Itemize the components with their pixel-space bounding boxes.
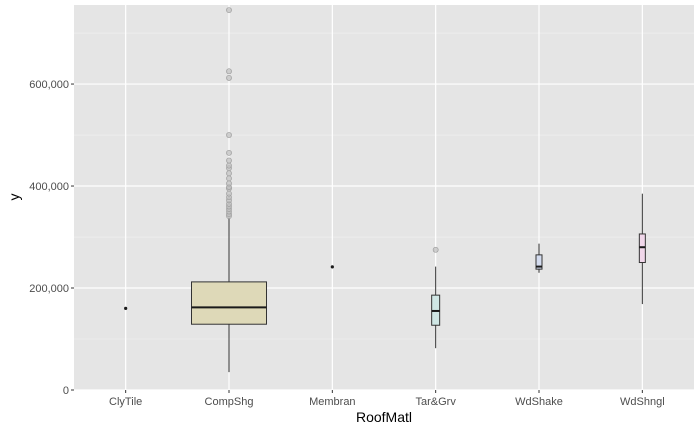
outlier-point <box>226 75 232 81</box>
single-value-point <box>124 306 128 311</box>
y-tick-label: 600,000 <box>29 79 69 91</box>
single-value-point <box>330 265 334 269</box>
x-tick-label: CompShg <box>205 396 254 408</box>
plot-panel <box>74 5 694 390</box>
y-tick-label: 0 <box>63 385 69 397</box>
y-axis: 0 200,000 400,000 600,000 <box>29 79 74 397</box>
box-wdshake <box>535 243 543 273</box>
outlier-point <box>226 180 232 187</box>
y-tick-label: 400,000 <box>29 181 69 193</box>
y-axis-title: y <box>6 194 22 201</box>
box-compshg <box>191 7 267 373</box>
x-axis: ClyTile CompShg Membran Tar&Grv WdShake WdShn… <box>109 390 665 408</box>
x-axis-title: RoofMatl <box>356 409 412 425</box>
box-body <box>638 233 646 264</box>
outlier-point <box>226 175 232 182</box>
outlier-point <box>226 7 232 13</box>
x-tick-label: ClyTile <box>109 396 142 408</box>
outlier-point <box>432 246 439 253</box>
box-clytile <box>124 306 128 311</box>
box-membran <box>330 265 334 269</box>
outlier-point <box>226 149 232 156</box>
x-tick-label: WdShake <box>515 396 563 408</box>
x-tick-label: WdShngl <box>620 396 665 408</box>
outlier-point <box>226 190 232 197</box>
x-tick-label: Membran <box>309 396 355 408</box>
outlier-point <box>226 162 232 169</box>
outlier-point <box>226 68 232 75</box>
y-tick-label: 200,000 <box>29 283 69 295</box>
outlier-point <box>226 170 232 177</box>
box-series <box>124 7 646 373</box>
box-body <box>535 254 543 270</box>
outlier-point <box>226 132 232 138</box>
box-body <box>191 281 267 325</box>
box-targrv <box>431 246 441 349</box>
x-tick-label: Tar&Grv <box>415 396 456 408</box>
box-wdshngl <box>638 193 646 305</box>
outlier-point <box>226 157 232 164</box>
